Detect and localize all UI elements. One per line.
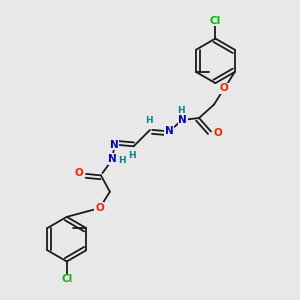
Text: N: N: [110, 140, 119, 150]
Text: O: O: [74, 168, 83, 178]
Text: H: H: [128, 151, 136, 160]
Text: H: H: [177, 106, 185, 115]
Text: N: N: [165, 126, 174, 136]
Text: N: N: [109, 154, 117, 164]
Text: O: O: [95, 203, 104, 213]
Text: Cl: Cl: [210, 16, 221, 26]
Text: O: O: [214, 128, 223, 138]
Text: H: H: [145, 116, 152, 125]
Text: Cl: Cl: [61, 274, 72, 284]
Text: O: O: [220, 83, 229, 93]
Text: H: H: [118, 156, 126, 165]
Text: N: N: [178, 115, 187, 124]
